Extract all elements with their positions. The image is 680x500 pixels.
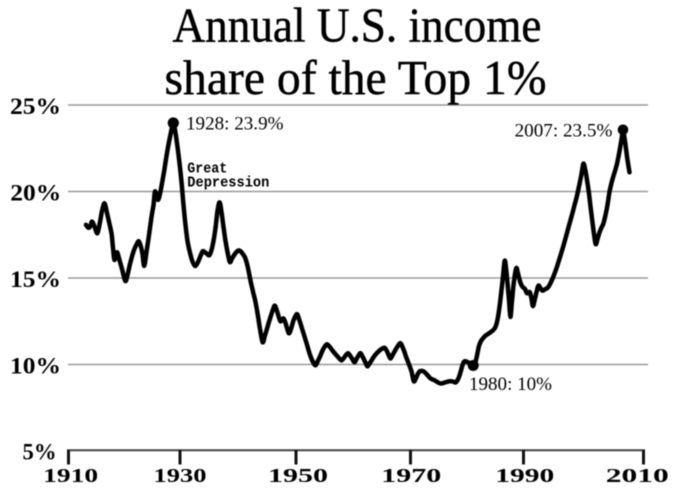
svg-text:2007: 23.5%: 2007: 23.5% <box>515 121 613 142</box>
svg-text:15%: 15% <box>10 267 61 292</box>
svg-text:1928: 23.9%: 1928: 23.9% <box>186 114 284 135</box>
svg-text:2010: 2010 <box>606 465 669 487</box>
svg-text:Great: Great <box>187 160 227 177</box>
svg-text:1970: 1970 <box>381 465 441 487</box>
svg-text:1930: 1930 <box>154 465 207 487</box>
svg-text:1990: 1990 <box>495 465 554 487</box>
svg-text:25%: 25% <box>10 94 61 119</box>
svg-text:1980: 10%: 1980: 10% <box>469 374 552 395</box>
svg-text:10%: 10% <box>10 354 61 379</box>
svg-text:1950: 1950 <box>268 465 328 487</box>
svg-text:20%: 20% <box>10 181 61 206</box>
svg-text:share of the Top 1%: share of the Top 1% <box>165 50 547 105</box>
svg-text:5%: 5% <box>23 440 57 465</box>
svg-text:1910: 1910 <box>43 465 98 487</box>
svg-text:Depression: Depression <box>187 174 269 191</box>
svg-text:Annual U.S. income: Annual U.S. income <box>173 0 542 53</box>
